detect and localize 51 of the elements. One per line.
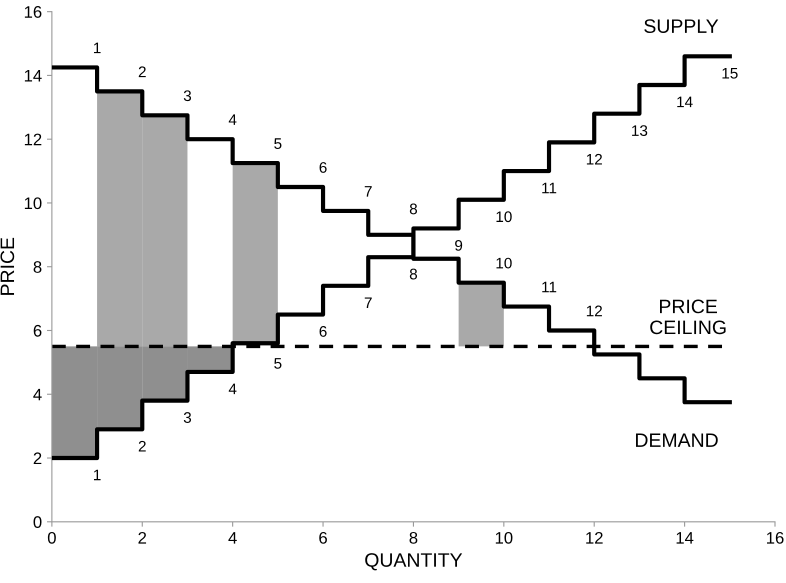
- annotation: 9: [455, 240, 462, 251]
- annotation: 12: [586, 306, 602, 316]
- annotation: 2: [138, 440, 146, 452]
- ref-line-label: PRICE CEILING: [650, 300, 726, 334]
- annotation: 10: [496, 211, 512, 222]
- bar: [458, 282, 504, 346]
- annotation: 13: [632, 125, 648, 136]
- y-tick-label: 0: [34, 516, 42, 528]
- annotation: 3: [184, 90, 192, 102]
- annotation: 2: [138, 66, 146, 78]
- annotation: 3: [184, 412, 192, 423]
- annotation: 12: [586, 154, 602, 165]
- y-tick-label: 8: [34, 261, 42, 273]
- annotation: 5: [274, 138, 282, 149]
- x-tick-label: 2: [138, 532, 146, 544]
- y-tick-label: 16: [24, 6, 42, 18]
- annotation: 7: [364, 186, 372, 197]
- annotation: 8: [410, 268, 418, 280]
- annotation: 5: [274, 358, 282, 369]
- x-tick-label: 6: [319, 532, 327, 544]
- annotation: 15: [722, 68, 738, 79]
- y-tick-label: 4: [33, 388, 42, 400]
- y-tick-label: 12: [24, 134, 42, 146]
- series-label: SUPPLY: [644, 19, 718, 34]
- y-axis-title: PRICE: [0, 238, 14, 295]
- annotation: 11: [542, 182, 556, 194]
- series-label: DEMAND: [636, 433, 718, 447]
- annotation: 7: [364, 298, 372, 308]
- y-tick-label: 6: [34, 324, 42, 337]
- x-tick-label: 0: [48, 532, 56, 544]
- annotation: 10: [496, 258, 512, 269]
- x-tick-label: 8: [410, 532, 418, 544]
- x-axis-title: QUANTITY: [365, 553, 462, 570]
- annotation: 4: [228, 114, 236, 125]
- annotation: 1: [94, 470, 101, 480]
- x-tick-label: 4: [228, 532, 237, 544]
- y-tick-label: 10: [24, 197, 42, 210]
- annotation: 1: [94, 42, 101, 54]
- annotation: 11: [542, 282, 556, 292]
- x-tick-label: 12: [586, 532, 603, 544]
- annotation: 4: [228, 384, 236, 394]
- y-tick-label: 14: [24, 70, 42, 82]
- x-tick-label: 14: [676, 532, 694, 544]
- annotation: 8: [410, 204, 418, 214]
- annotation: 6: [320, 326, 327, 337]
- bar: [232, 164, 278, 344]
- x-tick-label: 10: [496, 532, 512, 544]
- annotation: 14: [677, 96, 693, 108]
- x-tick-label: 16: [767, 532, 784, 544]
- y-tick-label: 2: [34, 452, 42, 464]
- annotation: 6: [320, 162, 327, 173]
